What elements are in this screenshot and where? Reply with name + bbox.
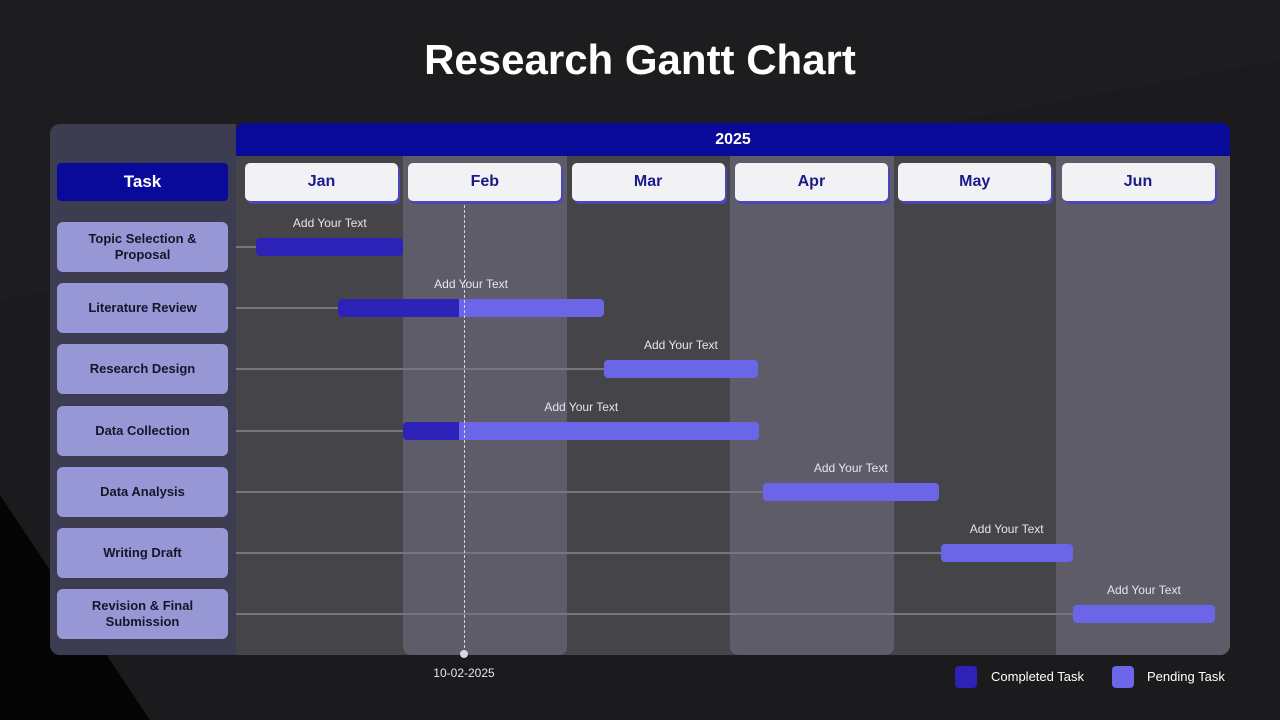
month-stripe-apr xyxy=(729,156,894,655)
task-connector-line xyxy=(236,429,404,432)
legend-pending-swatch xyxy=(1112,666,1134,688)
task-bar-pending xyxy=(762,482,939,501)
task-bar-note: Add Your Text xyxy=(1106,583,1181,598)
month-header-jan: Jan xyxy=(245,163,398,201)
task-bar-pending xyxy=(604,360,758,379)
task-bar-note: Add Your Text xyxy=(292,216,367,230)
task-bar-pending xyxy=(403,421,760,440)
page-title: Research Gantt Chart xyxy=(424,36,856,83)
task-header: Task xyxy=(57,163,228,201)
month-header-mar: Mar xyxy=(571,163,725,201)
month-stripe-feb xyxy=(403,156,567,655)
task-connector-line xyxy=(236,307,338,310)
task-bar-note: Add Your Text xyxy=(544,399,619,414)
month-header-jun: Jun xyxy=(1061,163,1215,201)
today-marker-dot xyxy=(460,650,468,658)
month-header-feb: Feb xyxy=(408,163,562,201)
task-label: Writing Draft xyxy=(57,528,228,578)
task-bar-note: Add Your Text xyxy=(813,460,888,475)
year-header: 2025 xyxy=(236,123,1230,156)
task-label: Literature Review xyxy=(57,283,228,334)
task-label: Data Collection xyxy=(57,405,228,456)
task-label: Research Design xyxy=(57,344,228,395)
task-label: Data Analysis xyxy=(57,466,228,517)
task-bar-note: Add Your Text xyxy=(643,338,718,353)
task-connector-line xyxy=(236,552,941,554)
today-marker-label: 10-02-2025 xyxy=(433,666,495,680)
task-bar-completed xyxy=(403,421,459,440)
task-bar-note: Add Your Text xyxy=(434,277,508,292)
today-marker-line xyxy=(464,205,465,653)
task-connector-line xyxy=(236,490,763,493)
legend-completed-label: Completed Task xyxy=(991,669,1084,684)
month-header-apr: Apr xyxy=(734,163,888,201)
task-label: Topic Selection & Proposal xyxy=(57,222,228,272)
legend-completed-swatch xyxy=(955,666,977,688)
task-connector-line xyxy=(236,246,257,248)
task-connector-line xyxy=(236,368,605,371)
month-header-may: May xyxy=(898,163,1052,201)
task-connector-line xyxy=(236,613,1073,616)
task-bar-pending xyxy=(940,544,1073,562)
task-bar-note: Add Your Text xyxy=(969,522,1044,536)
task-bar-pending xyxy=(1072,605,1215,624)
task-label: Revision & Final Submission xyxy=(57,589,228,640)
task-bar-completed xyxy=(337,299,459,318)
legend-pending-label: Pending Task xyxy=(1147,669,1225,684)
month-stripe-jun xyxy=(1056,156,1230,655)
task-bar-pending xyxy=(256,238,404,256)
